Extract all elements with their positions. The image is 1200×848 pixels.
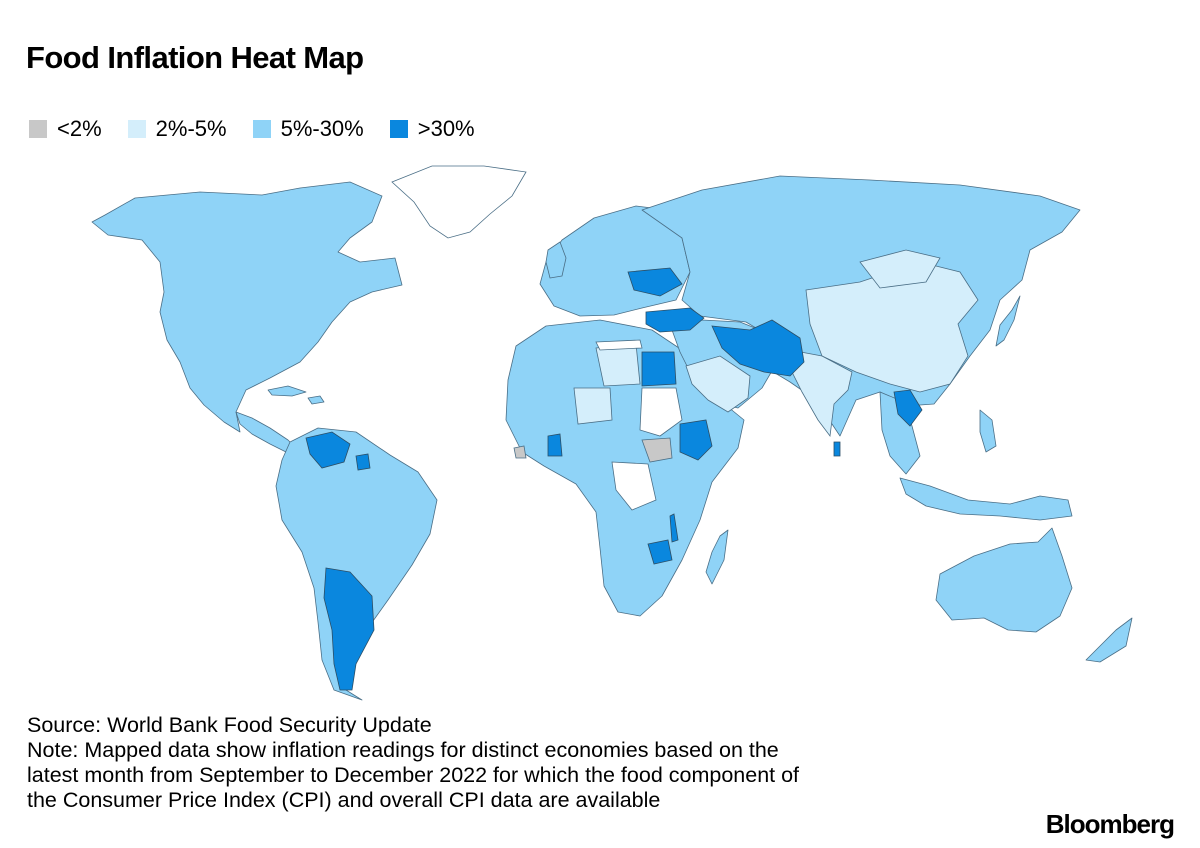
region-congo-basin — [611, 461, 657, 511]
region-madagascar — [705, 529, 729, 585]
region-zimbabwe — [647, 539, 673, 565]
region-iran-pakistan — [711, 319, 805, 377]
region-philippines — [979, 409, 997, 453]
note-line: the Consumer Price Index (CPI) and overa… — [27, 788, 661, 812]
chart-title: Food Inflation Heat Map — [26, 40, 364, 75]
bloomberg-logo: Bloomberg — [1045, 809, 1175, 839]
world-map-svg — [91, 165, 1133, 701]
region-libya — [595, 339, 643, 351]
region-chad-niger — [573, 387, 613, 425]
region-ethiopia — [679, 419, 713, 461]
region-sudan — [639, 387, 683, 437]
legend-item-under-2: <2% — [29, 117, 102, 141]
region-north-africa-mid — [595, 343, 641, 387]
legend-swatch-gray — [29, 120, 47, 138]
world-map — [0, 150, 1200, 710]
source-line: Source: World Bank Food Security Update — [27, 713, 432, 737]
region-mongolia — [859, 249, 941, 289]
note-line: latest month from September to December … — [27, 763, 800, 787]
region-saudi-arabia — [685, 355, 751, 413]
region-sri-lanka — [833, 441, 841, 457]
region-central-america — [235, 411, 297, 453]
region-suriname — [355, 453, 371, 471]
region-hispaniola — [307, 395, 325, 405]
legend-item-over-30: >30% — [389, 116, 475, 141]
region-japan — [995, 295, 1021, 347]
region-greenland — [391, 165, 527, 239]
region-indonesia — [899, 477, 1073, 521]
region-ukraine — [627, 267, 683, 297]
legend-swatch-pale-blue — [127, 120, 146, 138]
legend-label: 5%-30% — [280, 116, 364, 141]
region-uk — [545, 241, 567, 279]
region-ghana — [547, 433, 563, 457]
region-argentina — [323, 567, 375, 691]
legend-item-5-30: 5%-30% — [252, 116, 364, 141]
region-venezuela — [305, 431, 351, 469]
legend-swatch-light-blue — [252, 120, 271, 138]
region-new-zealand — [1085, 617, 1133, 663]
source-note: Source: World Bank Food Security Update … — [27, 713, 1027, 813]
legend-label: >30% — [417, 116, 475, 141]
legend-item-2-5: 2%-5% — [127, 116, 227, 141]
region-malawi — [669, 513, 679, 543]
region-india — [789, 349, 853, 438]
region-egypt — [641, 351, 677, 387]
region-central-african-republic — [641, 437, 673, 463]
legend: <2% 2%-5% 5%-30% >30% — [29, 117, 501, 141]
region-north-america — [91, 181, 403, 433]
region-cuba — [267, 385, 307, 397]
region-liberia — [513, 445, 527, 459]
note-line: Note: Mapped data show inflation reading… — [27, 738, 779, 762]
legend-label: 2%-5% — [155, 116, 227, 141]
legend-label: <2% — [57, 116, 102, 141]
legend-swatch-dark-blue — [389, 120, 408, 138]
region-australia — [935, 527, 1073, 633]
region-turkey — [645, 307, 705, 333]
region-laos-myanmar — [893, 389, 923, 427]
